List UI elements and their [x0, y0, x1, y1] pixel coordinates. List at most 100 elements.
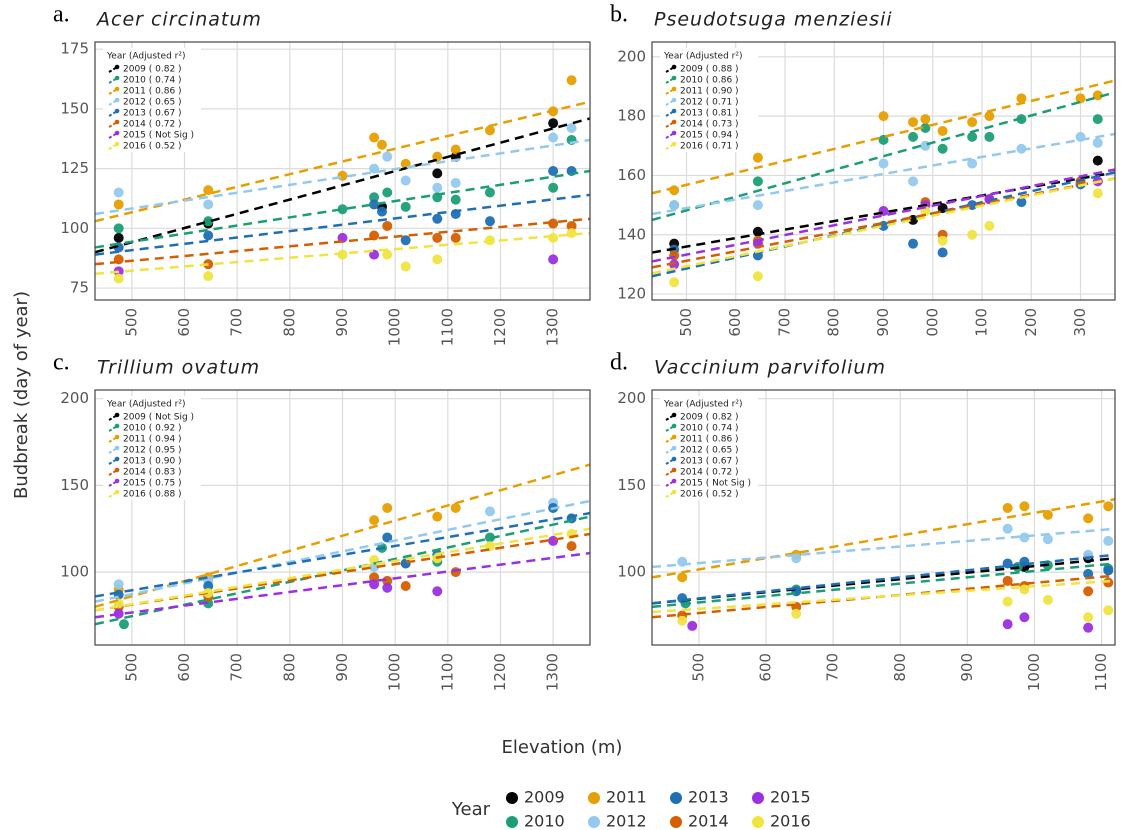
legend-key: [114, 412, 120, 418]
fit-line: [651, 553, 1116, 605]
legend-key: [671, 86, 677, 92]
point: [369, 132, 380, 143]
point: [1103, 605, 1114, 616]
legend-key: [665, 446, 677, 454]
inset-legend-label: 2011 ( 0.94 ): [123, 435, 182, 445]
point: [984, 131, 995, 142]
inset-legend-label: 2014 ( 0.83 ): [123, 468, 182, 478]
inset-legend-label: 2013 ( 0.81 ): [680, 109, 739, 119]
point: [1002, 575, 1013, 586]
point: [203, 199, 214, 210]
legend-key: [671, 489, 677, 495]
x-tick-label: 900: [958, 653, 976, 682]
legend-marker: [670, 816, 682, 828]
point: [548, 254, 559, 265]
point: [1019, 556, 1030, 567]
point: [677, 572, 688, 583]
inset-legend-label: 2015 ( 0.94 ): [680, 131, 739, 141]
y-axis-label: Budbreak (day of year): [11, 291, 32, 499]
point: [908, 117, 919, 128]
point: [752, 152, 763, 163]
x-tick-label: 600: [175, 653, 193, 682]
point: [687, 620, 698, 631]
legend-key: [665, 76, 677, 84]
point: [920, 140, 931, 151]
point: [382, 532, 393, 543]
x-tick-label: 900: [874, 308, 892, 337]
legend-key: [665, 65, 677, 73]
fit-line: [94, 138, 591, 216]
point: [878, 158, 889, 169]
x-tick-label: 1000: [1025, 653, 1043, 691]
point: [669, 200, 680, 211]
fit-line: [651, 79, 1116, 195]
x-tick-label: 800: [280, 308, 298, 337]
inset-legend-box: [103, 396, 201, 500]
point: [337, 232, 348, 243]
point: [1075, 93, 1086, 104]
data-layer: [651, 79, 1116, 288]
point: [1019, 501, 1030, 512]
point: [669, 259, 680, 270]
point: [669, 250, 680, 261]
point: [984, 111, 995, 122]
x-tick-label: 800: [825, 308, 843, 337]
x-tick-label: 800: [891, 653, 909, 682]
fit-line: [651, 579, 1116, 614]
legend-key: [671, 97, 677, 103]
x-tick-label: 600: [726, 308, 744, 337]
legend-key: [665, 435, 677, 443]
legend-key: [108, 65, 120, 73]
point: [878, 111, 889, 122]
fit-line: [94, 515, 591, 626]
legend-key: [671, 108, 677, 114]
legend-key: [665, 109, 677, 117]
point: [752, 271, 763, 282]
fit-line: [651, 177, 1116, 275]
inset-legend-label: 2010 ( 0.74 ): [123, 76, 182, 86]
y-tick-label: 150: [60, 476, 89, 494]
fit-line: [94, 499, 591, 603]
legend-key: [108, 468, 120, 476]
x-tick-label: 1200: [491, 308, 509, 346]
inset-legend-label: 2014 ( 0.73 ): [680, 120, 739, 130]
point: [791, 608, 802, 619]
y-tick-label: 160: [617, 166, 646, 184]
legend-key: [114, 119, 120, 125]
inset-legend-label: 2011 ( 0.86 ): [680, 435, 739, 445]
legend-key: [671, 445, 677, 451]
point: [382, 502, 393, 513]
y-tick-label: 75: [70, 279, 89, 297]
point: [1083, 586, 1094, 597]
legend-label: 2009: [524, 788, 565, 807]
point: [920, 114, 931, 125]
legend-key: [114, 478, 120, 484]
point: [203, 581, 214, 592]
point: [548, 535, 559, 546]
legend-key: [671, 75, 677, 81]
legend-key: [108, 76, 120, 84]
legend-key: [671, 434, 677, 440]
point: [1103, 577, 1114, 588]
inset-legend-label: 2012 ( 0.65 ): [123, 98, 182, 108]
legend-marker: [506, 792, 518, 804]
point: [400, 261, 411, 272]
x-tick-label: 1000: [386, 308, 404, 346]
legend-key: [108, 120, 120, 128]
fit-line: [94, 217, 591, 266]
point: [1092, 155, 1103, 166]
point: [432, 168, 443, 179]
point: [400, 558, 411, 569]
fit-line: [94, 193, 591, 256]
point: [1002, 502, 1013, 513]
legend-key: [108, 109, 120, 117]
fit-line: [94, 117, 591, 254]
inset-legend-title: Year (Adjusted r²): [663, 52, 743, 62]
point: [484, 125, 495, 136]
point: [967, 229, 978, 240]
point: [118, 619, 129, 630]
inset-legend-label: 2014 ( 0.72 ): [123, 120, 182, 130]
legend-key: [665, 457, 677, 465]
point: [400, 201, 411, 212]
x-tick-label: 1200: [491, 653, 509, 691]
